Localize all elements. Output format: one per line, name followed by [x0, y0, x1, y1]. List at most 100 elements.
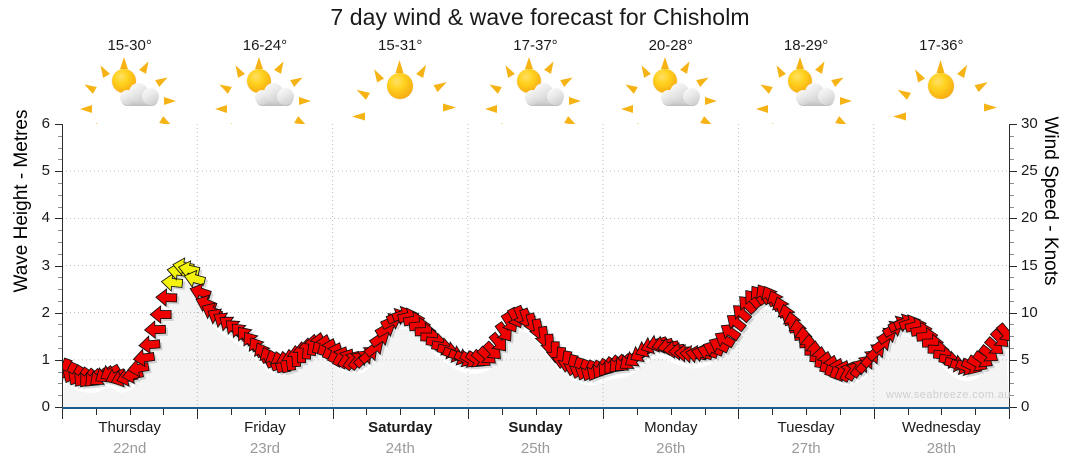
- day-header-tuesday: 18-29°: [738, 36, 873, 153]
- sun-ray: [217, 81, 232, 94]
- wind-arrow: [132, 348, 156, 368]
- partly-cloudy-icon: [620, 56, 717, 153]
- sun-ray: [756, 105, 769, 113]
- left-tick-minor: [58, 348, 62, 349]
- right-axis-tick-label: 5: [1021, 351, 1030, 368]
- sun-ray: [893, 112, 907, 121]
- left-tick-major: [55, 218, 62, 219]
- right-tick-minor: [1010, 372, 1014, 373]
- right-tick-minor: [1010, 277, 1014, 278]
- bottom-tick-6h: [400, 409, 401, 415]
- cloud-puff: [682, 88, 700, 105]
- cloud-puff: [141, 88, 159, 105]
- left-tick-minor: [58, 207, 62, 208]
- sun-ray: [936, 60, 945, 73]
- left-tick-minor: [58, 324, 62, 325]
- day-name: Sunday: [508, 419, 563, 436]
- sun-ray: [758, 81, 773, 94]
- partly-cloudy-icon: [756, 56, 853, 153]
- right-axis-tick-label: 15: [1021, 257, 1038, 274]
- left-axis-tick-label: 0: [41, 398, 50, 415]
- bottom-tick-6h: [163, 409, 164, 415]
- sun-ray: [502, 63, 516, 78]
- left-tick-major: [55, 124, 62, 125]
- sun-ray: [416, 62, 430, 78]
- page-title: 7 day wind & wave forecast for Chisholm: [330, 4, 750, 30]
- plot-area: [62, 124, 1009, 407]
- bottom-tick-6h: [975, 409, 976, 415]
- partly-cloudy-icon: [485, 56, 582, 153]
- partly-cloudy-icon: [214, 56, 311, 153]
- cloud-puff: [547, 88, 565, 105]
- cloud-shape: [119, 82, 160, 106]
- day-name: Friday: [244, 419, 286, 436]
- left-tick-minor: [58, 159, 62, 160]
- day-footer-strip: Thursday 22nd Friday 23rd Saturday 24th Sunday…: [62, 418, 1009, 470]
- cloud-puff: [818, 88, 836, 105]
- sun-ray: [254, 57, 263, 69]
- day-date: 23rd: [249, 440, 280, 457]
- bottom-tick-6h: [569, 409, 570, 415]
- right-tick-minor: [1010, 324, 1014, 325]
- right-tick-minor: [1010, 136, 1014, 137]
- sun-ray: [637, 63, 651, 78]
- bottom-tick-6h: [840, 409, 841, 415]
- wind-arrow: [155, 288, 178, 308]
- right-tick-minor: [1010, 159, 1014, 160]
- sun-ray: [620, 105, 633, 113]
- day-header-wednesday: 17-36°: [874, 36, 1009, 164]
- sun-ray: [79, 105, 92, 113]
- wind-arrow: [995, 322, 1009, 342]
- day-date: 24th: [385, 440, 415, 457]
- day-header-strip: 15-30° 16-24° 15-31° 17-37° 20-28° 18-29° 17-3…: [62, 36, 1009, 164]
- right-tick-minor: [1010, 195, 1014, 196]
- bottom-tick-day: [603, 409, 604, 419]
- day-header-saturday: 15-31°: [333, 36, 468, 164]
- wind-arrows: [62, 257, 1009, 388]
- bottom-tick-6h: [772, 409, 773, 415]
- right-tick-minor: [1010, 230, 1014, 231]
- sunny-icon: [352, 56, 457, 164]
- wind-arrow-canvas: [62, 124, 1009, 407]
- cloud-puff: [276, 88, 294, 105]
- right-tick-major: [1010, 313, 1017, 314]
- bottom-tick-6h: [705, 409, 706, 415]
- sunny-icon: [893, 56, 998, 164]
- left-axis-tick-label: 2: [41, 304, 50, 321]
- left-tick-minor: [58, 336, 62, 337]
- bottom-tick-6h: [637, 409, 638, 415]
- wind-arrow: [149, 305, 172, 325]
- day-name: Saturday: [368, 419, 433, 436]
- sun-ray: [896, 86, 912, 100]
- right-axis-tick-label: 30: [1021, 115, 1038, 132]
- cloud-shape: [525, 82, 565, 106]
- day-name: Monday: [644, 419, 698, 436]
- right-axis-title: Wind Speed - Knots: [1040, 116, 1061, 286]
- sun-ray: [623, 81, 638, 94]
- left-axis-tick-label: 4: [41, 209, 50, 226]
- right-tick-minor: [1010, 148, 1014, 149]
- sun-disc: [387, 73, 414, 99]
- day-header-sunday: 17-37°: [468, 36, 603, 153]
- right-tick-major: [1010, 171, 1017, 172]
- day-label-thursday: Thursday 22nd: [62, 418, 197, 470]
- day-label-monday: Monday 26th: [603, 418, 738, 470]
- bottom-tick-6h: [536, 409, 537, 415]
- right-tick-major: [1010, 218, 1017, 219]
- sun-ray: [96, 63, 110, 78]
- bottom-tick-day: [738, 409, 739, 419]
- wind-arrow: [183, 269, 207, 288]
- left-tick-minor: [58, 148, 62, 149]
- sun-ray: [569, 97, 582, 105]
- site-watermark: www.seabreeze.com.au: [886, 389, 1011, 401]
- sun-ray: [773, 63, 787, 78]
- day-name: Wednesday: [901, 419, 981, 436]
- partly-cloudy-icon: [214, 56, 311, 153]
- right-axis-tick-label: 0: [1021, 398, 1030, 415]
- left-tick-minor: [58, 289, 62, 290]
- bottom-tick-6h: [434, 409, 435, 415]
- day-header-monday: 20-28°: [603, 36, 738, 153]
- sun-ray: [370, 67, 385, 83]
- left-tick-major: [55, 407, 62, 408]
- right-tick-major: [1010, 266, 1017, 267]
